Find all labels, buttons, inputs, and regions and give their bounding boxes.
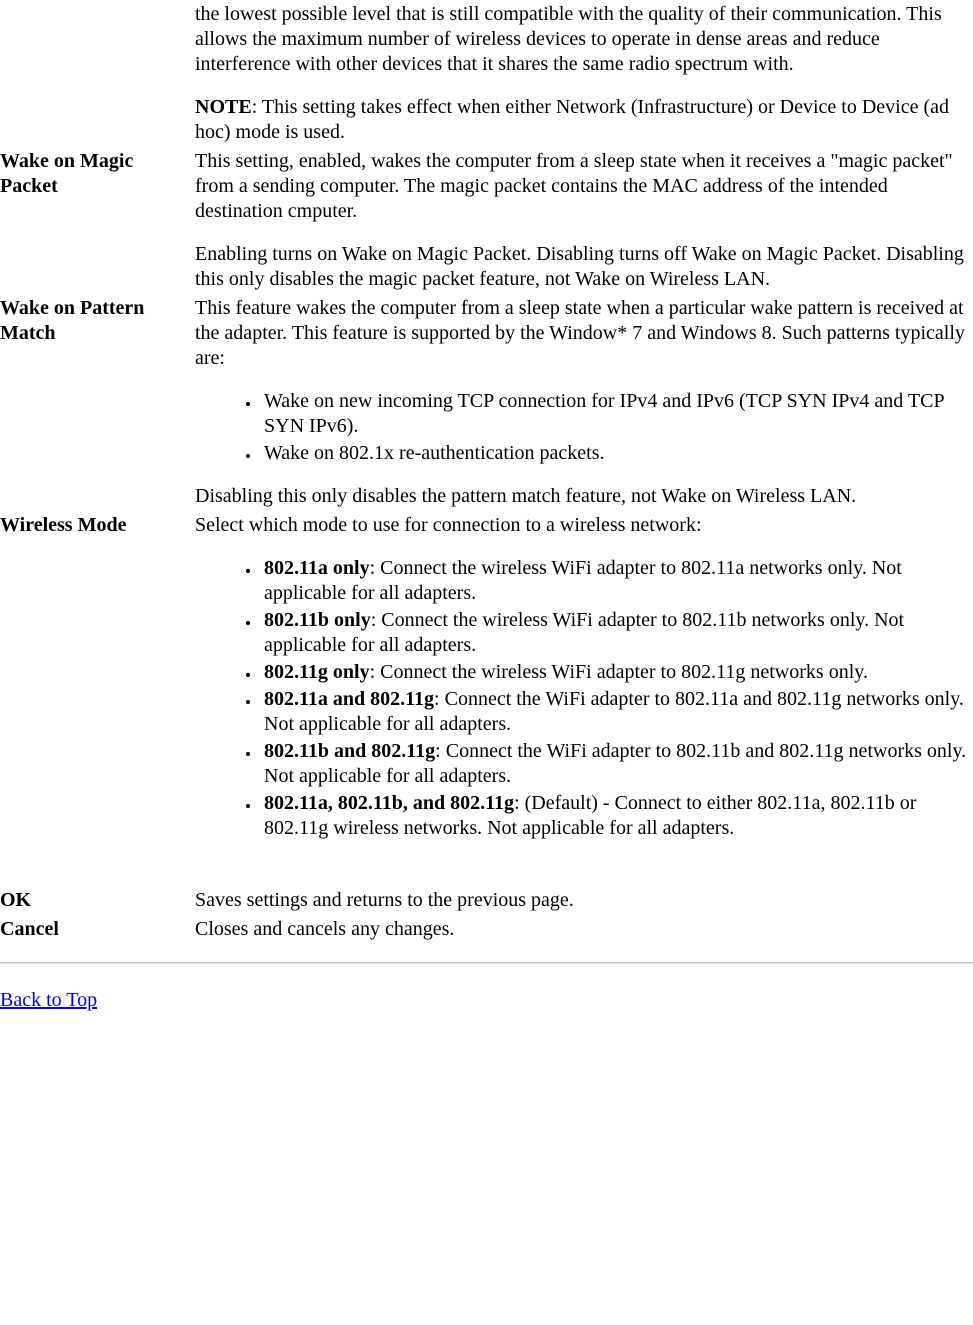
wireless-mode-li6: 802.11a, 802.11b, and 802.11g: (Default)… [260, 791, 973, 841]
transmit-power-p1: the lowest possible level that is still … [195, 2, 973, 77]
row-wake-pattern: Wake on Pattern Match This feature wakes… [0, 294, 973, 511]
wireless-mode-li4: 802.11a and 802.11g: Connect the WiFi ad… [260, 687, 973, 737]
wm-li3b: 802.11g only [264, 661, 370, 683]
desc-wireless-mode: Select which mode to use for connection … [195, 511, 973, 886]
note-text: : This setting takes effect when either … [195, 96, 949, 143]
term-wake-magic: Wake on Magic Packet [0, 147, 195, 294]
wireless-mode-li3: 802.11g only: Connect the wireless WiFi … [260, 660, 973, 685]
wake-magic-p1: This setting, enabled, wakes the compute… [195, 149, 973, 224]
row-ok: OK Saves settings and returns to the pre… [0, 886, 973, 915]
wake-magic-p2: Enabling turns on Wake on Magic Packet. … [195, 242, 973, 292]
wireless-mode-p1: Select which mode to use for connection … [195, 513, 973, 538]
row-cancel: Cancel Closes and cancels any changes. [0, 915, 973, 944]
wm-li1b: 802.11a only [264, 557, 370, 579]
desc-cancel: Closes and cancels any changes. [195, 915, 973, 944]
wake-pattern-list: Wake on new incoming TCP connection for … [195, 389, 973, 466]
wm-li3t: : Connect the wireless WiFi adapter to 8… [370, 661, 868, 683]
term-transmit-power-cont [0, 0, 195, 147]
wireless-mode-li5: 802.11b and 802.11g: Connect the WiFi ad… [260, 739, 973, 789]
wake-pattern-li2: Wake on 802.1x re-authentication packets… [260, 441, 973, 466]
desc-wake-pattern: This feature wakes the computer from a s… [195, 294, 973, 511]
wake-pattern-p2: Disabling this only disables the pattern… [195, 484, 973, 509]
term-wake-pattern: Wake on Pattern Match [0, 294, 195, 511]
wm-li5b: 802.11b and 802.11g [264, 740, 435, 762]
row-transmit-power-cont: the lowest possible level that is still … [0, 0, 973, 147]
wireless-mode-li1: 802.11a only: Connect the wireless WiFi … [260, 556, 973, 606]
section-divider [0, 962, 973, 964]
desc-wake-magic: This setting, enabled, wakes the compute… [195, 147, 973, 294]
transmit-power-note: NOTE: This setting takes effect when eit… [195, 95, 973, 145]
wireless-mode-list: 802.11a only : Connect the wireless WiFi … [195, 556, 973, 841]
term-wireless-mode: Wireless Mode [0, 511, 195, 886]
wireless-mode-li2: 802.11b only: Connect the wireless WiFi … [260, 608, 973, 658]
wake-pattern-li1: Wake on new incoming TCP connection for … [260, 389, 973, 439]
wm-li6b: 802.11a, 802.11b, and 802.11g [264, 792, 514, 814]
wm-li2b: 802.11b only [264, 609, 371, 631]
wake-pattern-p1: This feature wakes the computer from a s… [195, 296, 973, 371]
term-cancel: Cancel [0, 915, 195, 944]
wireless-mode-spacer [195, 859, 973, 884]
row-wireless-mode: Wireless Mode Select which mode to use f… [0, 511, 973, 886]
note-label: NOTE [195, 96, 252, 118]
back-to-top-link[interactable]: Back to Top [0, 989, 97, 1011]
term-ok: OK [0, 886, 195, 915]
row-wake-magic: Wake on Magic Packet This setting, enabl… [0, 147, 973, 294]
desc-transmit-power-cont: the lowest possible level that is still … [195, 0, 973, 147]
wm-li4b: 802.11a and 802.11g [264, 688, 434, 710]
settings-table: the lowest possible level that is still … [0, 0, 973, 944]
desc-ok: Saves settings and returns to the previo… [195, 886, 973, 915]
